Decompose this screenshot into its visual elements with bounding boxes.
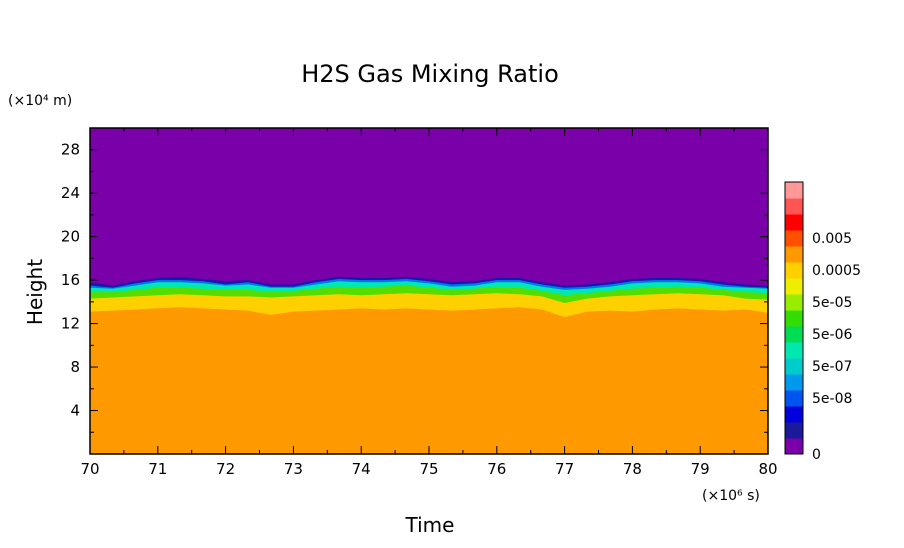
colorbar-frame bbox=[784, 181, 804, 455]
y-tick-label: 16 bbox=[61, 271, 80, 289]
x-tick-label: 73 bbox=[284, 460, 303, 478]
colorbar-swatch bbox=[785, 294, 803, 311]
y-tick-label: 24 bbox=[61, 184, 80, 202]
colorbar-swatch bbox=[785, 374, 803, 391]
y-tick-label: 12 bbox=[61, 315, 80, 333]
colorbar-label: 5e-06 bbox=[812, 327, 852, 343]
y-tick-labels: 4 8 12 16 20 24 28 bbox=[61, 141, 768, 433]
x-axis-label: Time bbox=[405, 513, 455, 537]
colorbar-swatch bbox=[785, 406, 803, 423]
colorbar-swatch bbox=[785, 358, 803, 375]
colorbar-label: 5e-08 bbox=[812, 391, 852, 407]
x-tick-labels: 70 71 72 73 74 75 76 77 78 79 80 bbox=[80, 128, 778, 478]
x-tick-label: 74 bbox=[352, 460, 371, 478]
x-tick-label: 79 bbox=[691, 460, 710, 478]
colorbar-swatch bbox=[785, 198, 803, 215]
y-tick-label: 4 bbox=[70, 402, 80, 420]
colorbar-swatch bbox=[785, 262, 803, 279]
colorbar: 0.005 0.0005 5e-05 5e-06 5e-07 5e-08 0 bbox=[784, 181, 861, 463]
x-tick-label: 72 bbox=[216, 460, 235, 478]
plot-area bbox=[89, 127, 769, 455]
x-tick-label: 77 bbox=[555, 460, 574, 478]
x-tick-label: 78 bbox=[623, 460, 642, 478]
colorbar-swatch bbox=[785, 390, 803, 407]
colorbar-swatch bbox=[785, 230, 803, 247]
colorbar-swatch bbox=[785, 326, 803, 343]
x-unit-label: (×10⁶ s) bbox=[702, 488, 760, 504]
colorbar-swatch bbox=[785, 214, 803, 231]
x-tick-label: 75 bbox=[419, 460, 438, 478]
y-tick-label: 20 bbox=[61, 228, 80, 246]
colorbar-swatch bbox=[785, 278, 803, 295]
colorbar-label: 0 bbox=[812, 447, 821, 463]
y-tick-label: 28 bbox=[61, 141, 80, 159]
colorbar-swatch bbox=[785, 310, 803, 327]
colorbar-label: 0.0005 bbox=[812, 263, 861, 279]
x-tick-label: 70 bbox=[80, 460, 99, 478]
x-tick-label: 76 bbox=[487, 460, 506, 478]
x-tick-label: 80 bbox=[758, 460, 777, 478]
colorbar-swatch bbox=[785, 438, 803, 455]
colorbar-swatch bbox=[785, 246, 803, 263]
x-tick-label: 71 bbox=[148, 460, 167, 478]
colorbar-label: 0.005 bbox=[812, 231, 852, 247]
colorbar-swatch bbox=[785, 182, 803, 199]
y-axis-label: Height bbox=[23, 259, 47, 325]
contour-band-6 bbox=[90, 307, 768, 454]
colorbar-label: 5e-07 bbox=[812, 359, 852, 375]
y-unit-label: (×10⁴ m) bbox=[8, 93, 72, 109]
chart-title: H2S Gas Mixing Ratio bbox=[301, 60, 559, 88]
colorbar-label: 5e-05 bbox=[812, 295, 852, 311]
colorbar-swatch bbox=[785, 422, 803, 439]
colorbar-swatch bbox=[785, 342, 803, 359]
y-tick-label: 8 bbox=[70, 358, 80, 376]
